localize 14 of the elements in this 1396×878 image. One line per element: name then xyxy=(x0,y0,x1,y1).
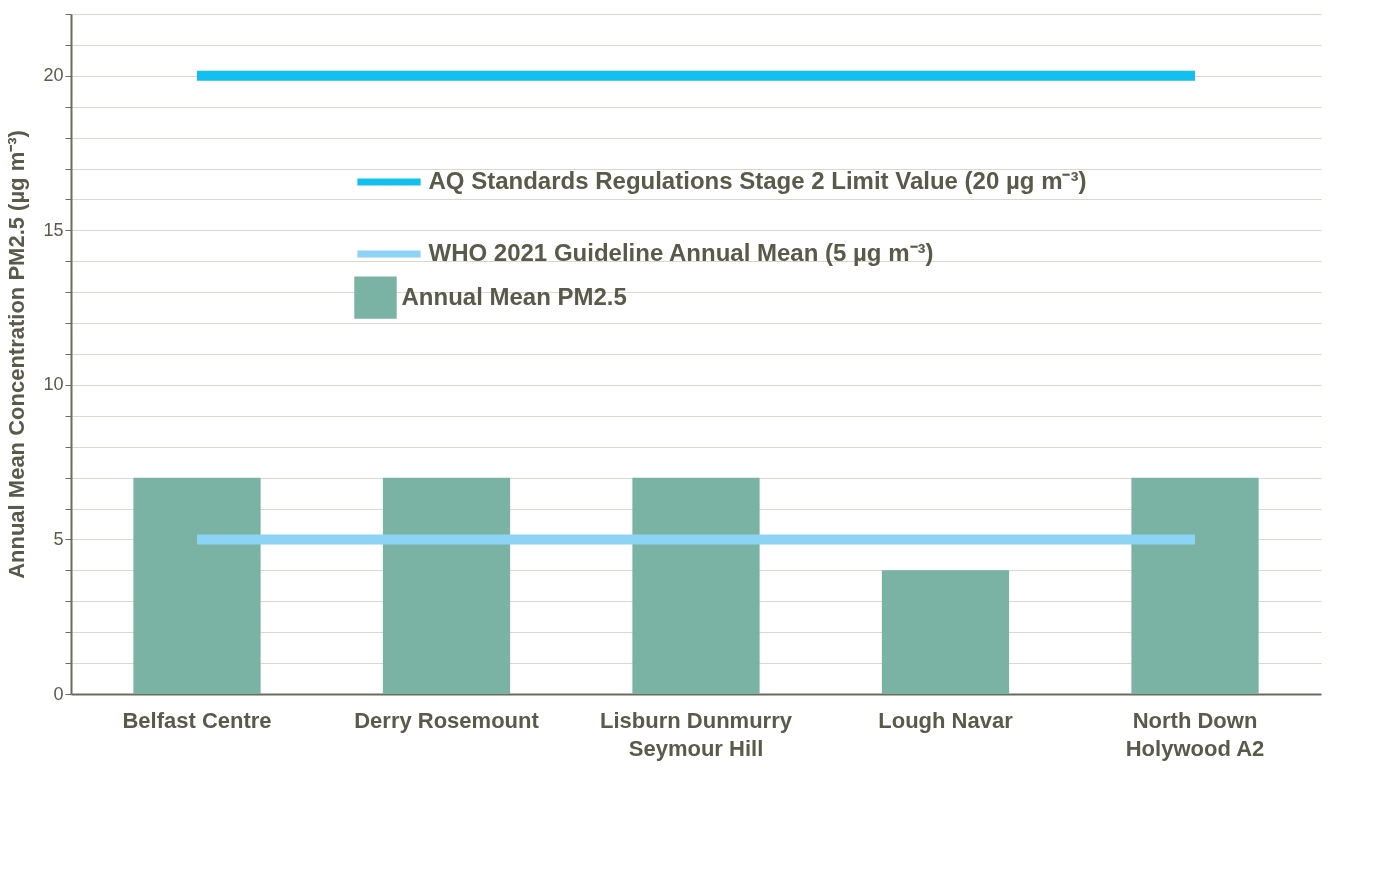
legend-label: WHO 2021 Guideline Annual Mean (5 µg m⁻³) xyxy=(428,238,934,266)
legend-label: AQ Standards Regulations Stage 2 Limit Value (20 µg m⁻³) xyxy=(428,166,1087,194)
y-axis-title: Annual Mean Concentration PM2.5 (µg m⁻³) xyxy=(4,130,30,579)
x-tick-label: Lisburn Dunmurry Seymour Hill xyxy=(600,707,793,761)
x-tick-label: North Down Holywood A2 xyxy=(1125,707,1265,761)
legend-label: Annual Mean PM2.5 xyxy=(401,282,627,310)
x-tick-label: Belfast Centre xyxy=(122,707,272,733)
x-tick-label: Derry Rosemount xyxy=(354,707,540,733)
y-tick-label: 20 xyxy=(43,65,64,86)
y-tick-label: 5 xyxy=(53,528,64,549)
y-tick-label: 10 xyxy=(43,374,64,395)
y-tick-label: 0 xyxy=(53,683,64,704)
y-tick-label: 15 xyxy=(43,219,64,240)
x-tick-label: Lough Navar xyxy=(878,707,1014,733)
